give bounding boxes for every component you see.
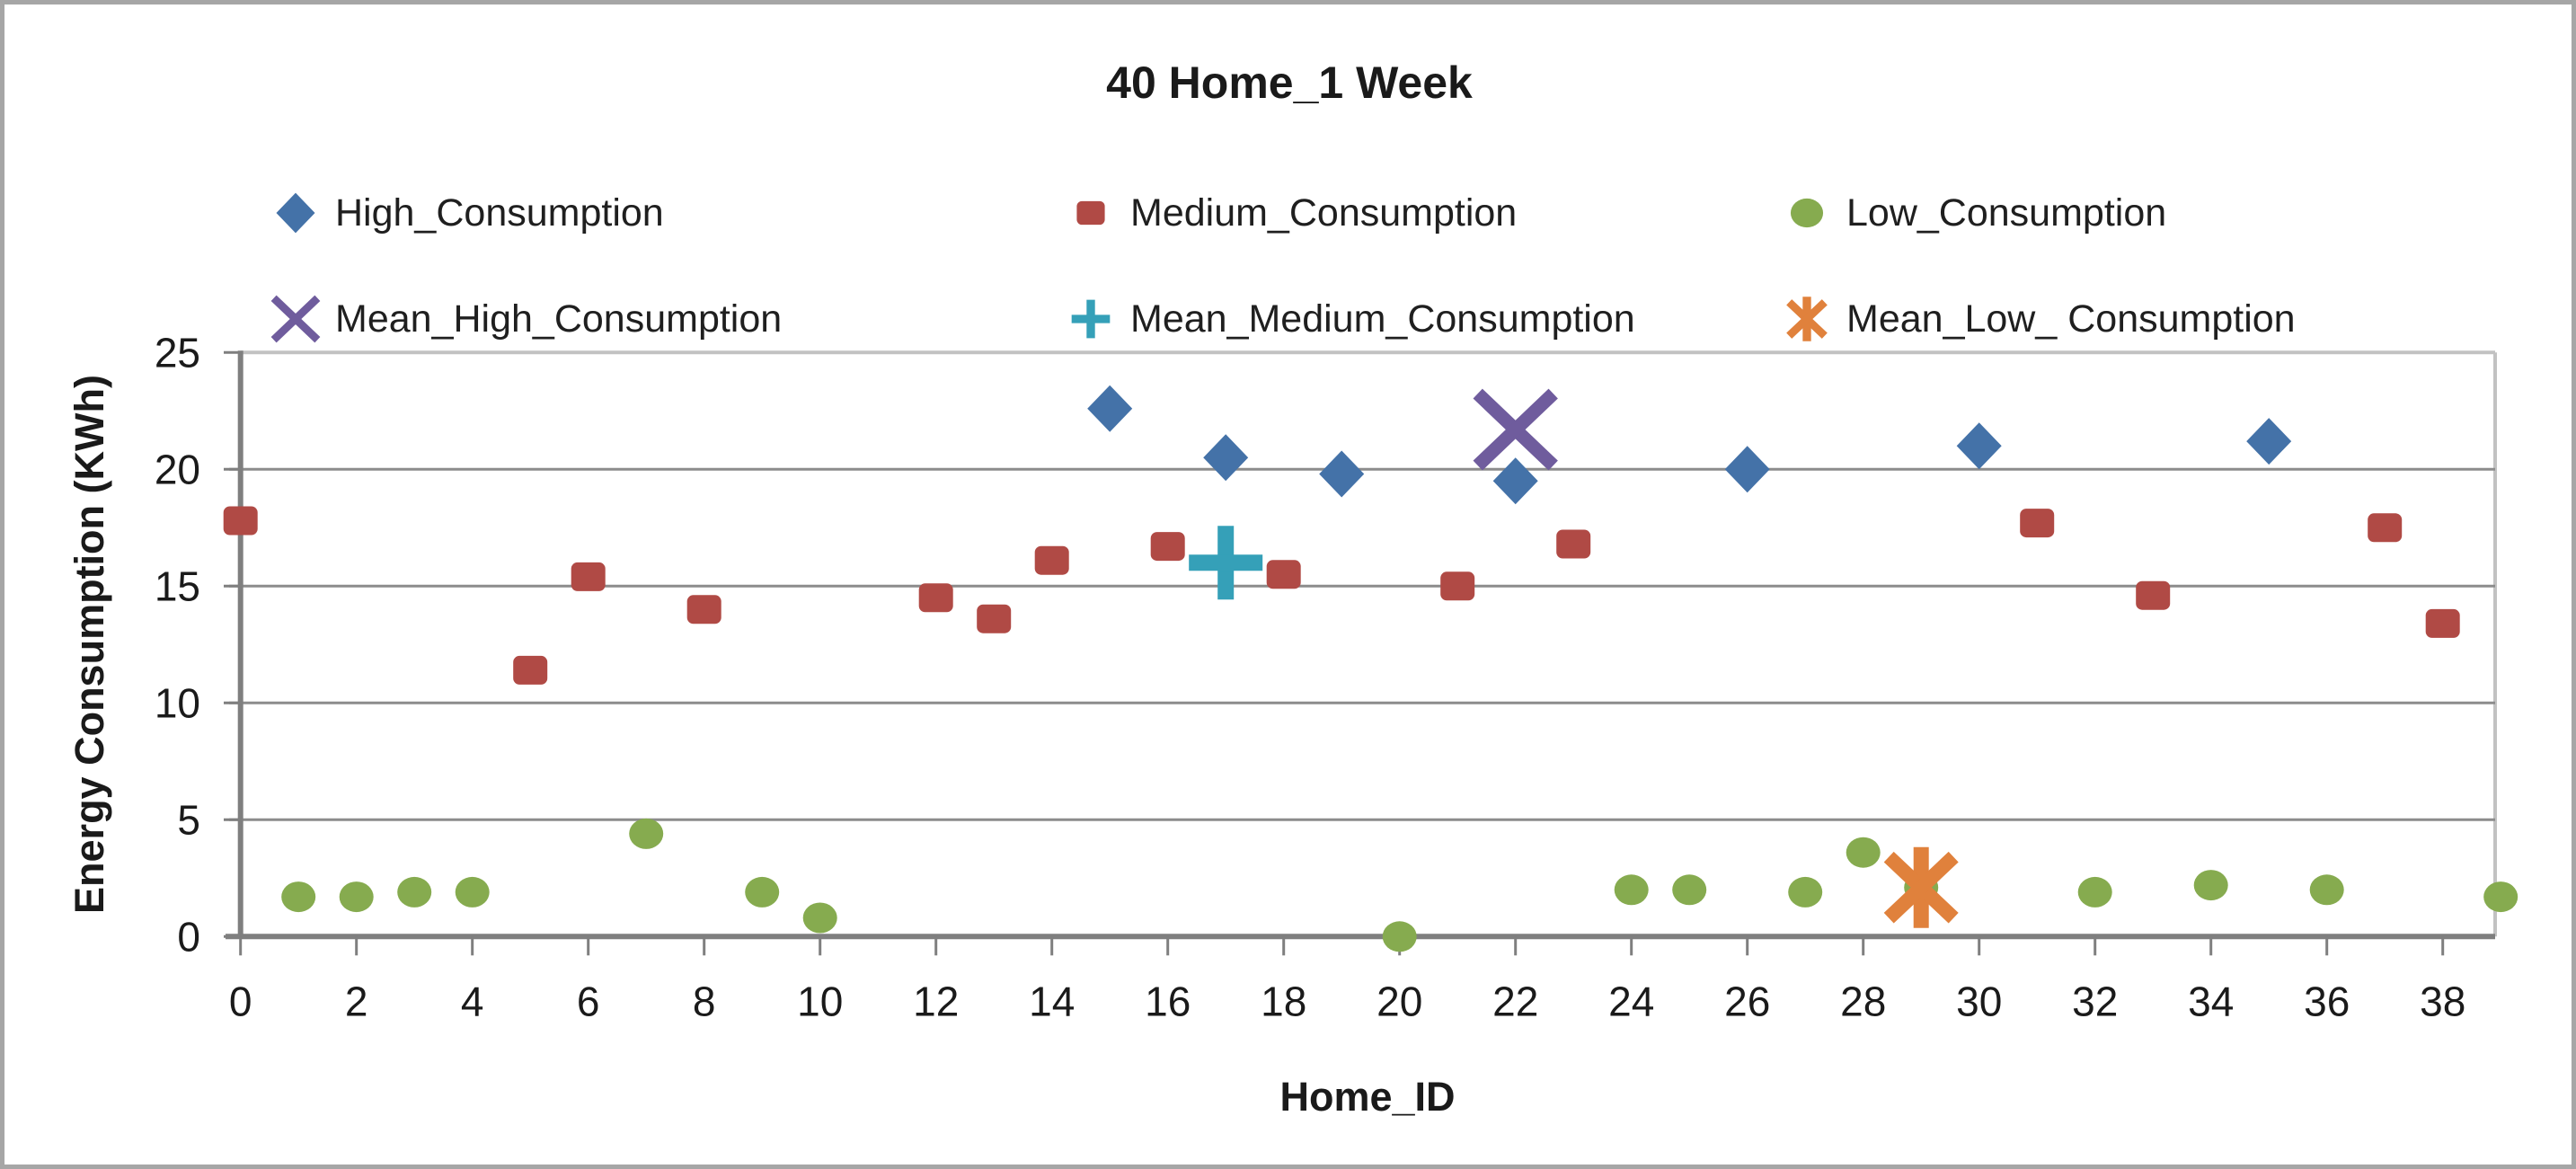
x-tick-label: 0 — [229, 978, 252, 1024]
x-tick-label: 16 — [1145, 978, 1191, 1024]
y-tick-label: 25 — [155, 329, 200, 376]
x-tick-label: 36 — [2304, 978, 2350, 1024]
x-tick-label: 2 — [345, 978, 368, 1024]
x-tick-label: 38 — [2420, 978, 2465, 1024]
mean-low-asterisk-icon — [1786, 297, 1828, 341]
x-tick-label: 12 — [913, 978, 959, 1024]
legend-item-medium: Medium_Consumption — [1060, 186, 1517, 240]
marker-diamond — [1087, 385, 1133, 432]
marker-asterisk — [1786, 299, 1828, 339]
marker-asterisk — [1883, 851, 1959, 924]
marker-circle — [802, 902, 837, 934]
x-tick-label: 8 — [693, 978, 716, 1024]
marker-circle — [745, 876, 780, 908]
y-tick-label: 0 — [177, 913, 200, 960]
marker-circle — [281, 881, 316, 913]
x-tick-label: 22 — [1492, 978, 1538, 1024]
marker-square — [2020, 509, 2055, 538]
marker-square — [977, 604, 1012, 633]
marker-diamond — [1492, 457, 1538, 505]
marker-square — [571, 562, 606, 591]
marker-square — [1076, 200, 1105, 226]
marker-square — [1556, 529, 1591, 559]
x-tick-label: 14 — [1029, 978, 1075, 1024]
y-tick-label: 20 — [155, 446, 200, 492]
legend-item-mean-high: Mean_High_Consumption — [265, 292, 782, 346]
legend-item-mean-low: Mean_Low_ Consumption — [1776, 292, 2296, 346]
marker-circle — [629, 818, 664, 849]
marker-circle — [1846, 837, 1881, 868]
x-tick-label: 34 — [2188, 978, 2234, 1024]
marker-circle — [1672, 874, 1707, 906]
marker-circle — [455, 876, 490, 908]
x-tick-label: 28 — [1840, 978, 1886, 1024]
mean-medium-plus-icon — [1071, 299, 1111, 339]
y-axis-title: Energy Consumption (KWh) — [66, 375, 112, 914]
legend-label: Medium_Consumption — [1130, 190, 1518, 235]
marker-x — [1473, 388, 1558, 471]
legend-label: Low_Consumption — [1846, 190, 2167, 235]
marker-circle — [1614, 874, 1649, 906]
legend-item-mean-medium: Mean_Medium_Consumption — [1060, 292, 1635, 346]
x-tick-label: 4 — [461, 978, 484, 1024]
high-consumption-diamond-icon — [276, 192, 315, 234]
marker-diamond — [1724, 446, 1770, 493]
low-consumption-circle-icon — [1790, 198, 1824, 228]
marker-square — [2425, 608, 2460, 638]
chart-title: 40 Home_1 Week — [1106, 58, 1473, 108]
marker-square — [1440, 571, 1475, 601]
legend-label: High_Consumption — [335, 190, 664, 235]
marker-square — [2368, 513, 2403, 543]
x-tick-label: 18 — [1261, 978, 1306, 1024]
marker-circle — [2483, 881, 2518, 913]
legend-label: Mean_Low_ Consumption — [1846, 297, 2296, 341]
legend-label: Mean_Medium_Consumption — [1130, 297, 1635, 341]
marker-square — [513, 655, 548, 685]
marker-diamond — [1319, 450, 1365, 498]
x-tick-label: 24 — [1608, 978, 1654, 1024]
marker-circle — [1788, 876, 1823, 908]
x-axis-title: Home_ID — [1279, 1074, 1456, 1120]
marker-circle — [1382, 921, 1417, 952]
y-tick-label: 10 — [155, 679, 200, 726]
y-tick-label: 5 — [177, 796, 200, 843]
medium-consumption-square-icon — [1076, 200, 1105, 226]
marker-circle — [2309, 874, 2344, 906]
x-tick-label: 26 — [1724, 978, 1770, 1024]
x-tick-label: 10 — [797, 978, 843, 1024]
legend-item-high: High_Consumption — [265, 186, 664, 240]
mean-high-x-icon — [270, 295, 321, 343]
x-tick-label: 32 — [2072, 978, 2118, 1024]
x-tick-label: 20 — [1377, 978, 1422, 1024]
x-tick-label: 6 — [577, 978, 600, 1024]
marker-square — [1034, 545, 1069, 575]
marker-circle — [339, 881, 374, 913]
x-tick-label: 30 — [1956, 978, 2002, 1024]
legend-item-low: Low_Consumption — [1776, 186, 2166, 240]
marker-circle — [397, 876, 432, 908]
marker-square — [918, 583, 953, 613]
marker-diamond — [1956, 422, 2002, 470]
marker-diamond — [276, 192, 315, 234]
legend-label: Mean_High_Consumption — [335, 297, 783, 341]
marker-diamond — [2246, 418, 2292, 465]
marker-circle — [2077, 876, 2112, 908]
y-tick-label: 15 — [155, 562, 200, 609]
marker-circle — [2193, 870, 2228, 901]
marker-square — [1150, 532, 1185, 562]
marker-square — [1266, 560, 1301, 589]
marker-square — [686, 595, 721, 624]
marker-circle — [1790, 198, 1824, 228]
marker-square — [2136, 580, 2171, 610]
marker-x — [270, 295, 321, 343]
marker-square — [223, 506, 258, 536]
marker-diamond — [1203, 434, 1249, 482]
